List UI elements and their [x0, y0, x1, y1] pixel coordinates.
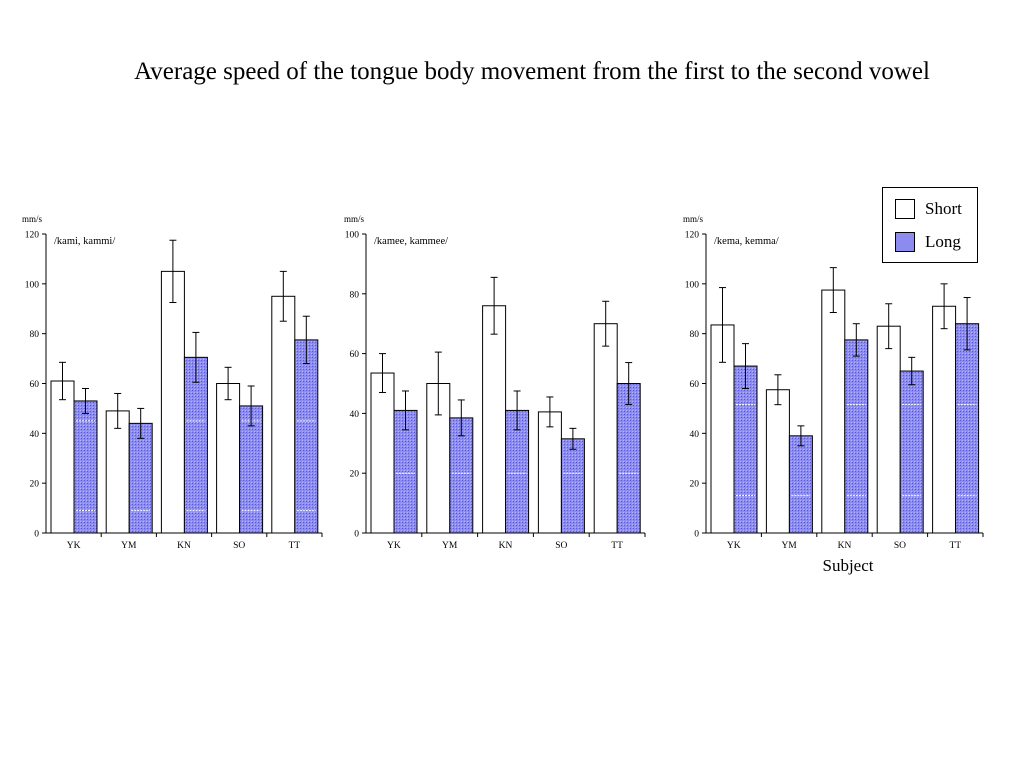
- y-axis-unit-label: mm/s: [344, 214, 365, 224]
- bar-long: [128, 422, 153, 534]
- y-tick-label: 20: [690, 480, 700, 490]
- x-tick-label: YM: [442, 541, 458, 551]
- y-tick-label: 60: [350, 350, 360, 360]
- y-tick-label: 20: [30, 480, 40, 490]
- panel-title: /kamee, kammee/: [374, 236, 448, 247]
- bar-short: [821, 289, 846, 534]
- bar-long: [955, 323, 980, 534]
- bar-short: [370, 372, 395, 534]
- bar-short: [216, 383, 241, 534]
- x-tick-label: KN: [838, 541, 852, 551]
- legend-item-long: Long: [895, 230, 961, 254]
- y-tick-label: 0: [694, 530, 699, 540]
- bar-long: [616, 383, 641, 534]
- bar-long: [844, 339, 869, 534]
- y-tick-label: 0: [34, 530, 39, 540]
- chart-panel-3: mm/s 0 20 40 60 80 100 120/kema, kemma/YK YM KN SO…: [683, 214, 984, 551]
- bar-short: [593, 323, 618, 534]
- panel-title: /kema, kemma/: [714, 236, 779, 247]
- y-axis-unit-label: mm/s: [22, 214, 43, 224]
- chart-panel-2: mm/s 0 20 40 60 80 100/kamee, kammee/YK YM KN SO T…: [344, 214, 646, 551]
- y-axis-unit-label: mm/s: [683, 214, 704, 224]
- x-tick-label: YK: [727, 541, 741, 551]
- y-tick-label: 80: [350, 290, 360, 300]
- legend-swatch-long: [895, 232, 915, 252]
- page-title: Average speed of the tongue body movemen…: [134, 58, 930, 85]
- y-tick-label: 60: [690, 380, 700, 390]
- x-tick-label: TT: [289, 541, 301, 551]
- y-tick-label: 80: [690, 330, 700, 340]
- y-tick-label: 120: [685, 231, 700, 241]
- x-tick-label: SO: [555, 541, 567, 551]
- y-tick-label: 100: [685, 280, 700, 290]
- bar-long: [183, 356, 208, 534]
- bar-short: [105, 410, 130, 534]
- x-tick-label: YM: [781, 541, 797, 551]
- legend-label-long: Long: [925, 232, 961, 251]
- chart-panel-1: mm/s 0 20 40 60 80 100 120/kami, kammi/YK YM KN SO…: [22, 214, 323, 551]
- bar-short: [537, 411, 562, 534]
- bar-short: [482, 305, 507, 534]
- panel-title: /kami, kammi/: [54, 236, 115, 247]
- bar-long: [560, 438, 585, 534]
- x-axis-label: Subject: [822, 556, 874, 575]
- x-tick-label: SO: [894, 541, 906, 551]
- legend-item-short: Short: [895, 197, 962, 221]
- x-tick-label: YK: [387, 541, 401, 551]
- bar-short: [160, 270, 185, 534]
- x-tick-label: TT: [949, 541, 961, 551]
- x-tick-label: KN: [177, 541, 191, 551]
- y-tick-label: 20: [350, 470, 360, 480]
- bar-long: [899, 370, 924, 534]
- bar-short: [932, 305, 957, 534]
- y-tick-label: 100: [25, 280, 40, 290]
- y-tick-label: 40: [690, 430, 700, 440]
- legend-label-short: Short: [925, 199, 962, 218]
- bar-short: [50, 380, 75, 534]
- legend-swatch-short: [895, 199, 915, 219]
- y-tick-label: 120: [25, 231, 40, 241]
- y-tick-label: 40: [30, 430, 40, 440]
- bar-long: [788, 435, 813, 534]
- y-tick-label: 80: [30, 330, 40, 340]
- y-tick-label: 60: [30, 380, 40, 390]
- y-tick-label: 100: [345, 231, 360, 241]
- x-tick-label: YK: [67, 541, 81, 551]
- x-tick-label: KN: [499, 541, 513, 551]
- legend: Short Long: [882, 187, 978, 263]
- bar-short: [271, 295, 296, 534]
- bar-short: [765, 389, 790, 534]
- x-tick-label: SO: [233, 541, 245, 551]
- bar-long: [294, 339, 319, 534]
- y-tick-label: 0: [354, 530, 359, 540]
- bar-long: [733, 365, 758, 534]
- bar-short: [876, 325, 901, 534]
- y-tick-label: 40: [350, 410, 360, 420]
- x-tick-label: TT: [611, 541, 623, 551]
- x-tick-label: YM: [121, 541, 137, 551]
